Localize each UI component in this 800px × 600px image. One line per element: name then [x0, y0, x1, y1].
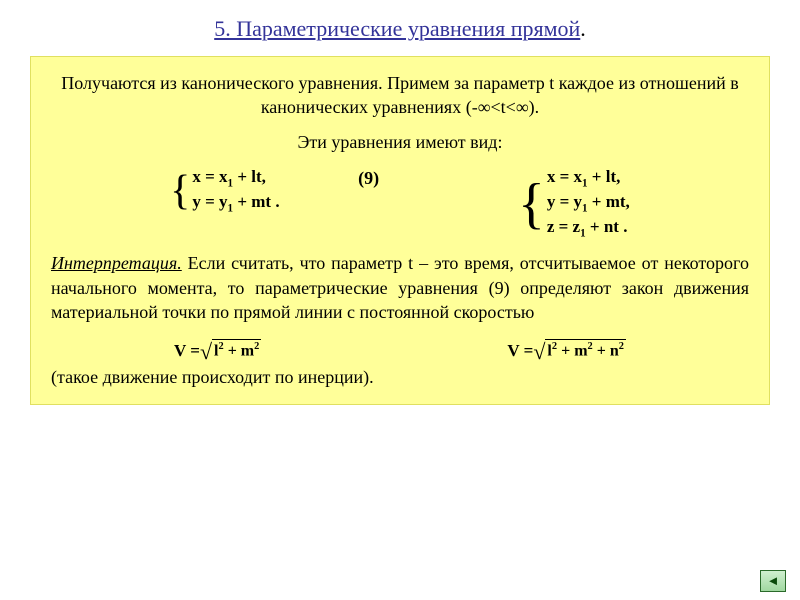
title-dot: .	[580, 16, 586, 41]
triangle-left-icon: ◄	[767, 573, 780, 589]
eq-2d-line-2: y = y1 + mt .	[192, 191, 279, 216]
velocity-3d: V = √ l2 + m2 + n2	[507, 340, 626, 363]
velocity-2d: V = √ l2 + m2	[174, 340, 261, 363]
slide: 5. Параметрические уравнения прямой. Пол…	[0, 0, 800, 600]
equation-number: (9)	[358, 166, 379, 190]
interpretation-paragraph: Интерпретация. Если считать, что парамет…	[51, 251, 749, 324]
content-box: Получаются из канонического уравнения. П…	[30, 56, 770, 405]
nav-back-button[interactable]: ◄	[760, 570, 786, 592]
subhead-text: Эти уравнения имеют вид:	[51, 130, 749, 154]
eq-3d-line-1: x = x1 + lt,	[547, 166, 630, 191]
system-2d: { x = x1 + lt, y = y1 + mt .	[170, 166, 279, 216]
title-link[interactable]: 5. Параметрические уравнения прямой	[214, 16, 580, 41]
eq-2d-line-1: x = x1 + lt,	[192, 166, 279, 191]
eq-3d-line-3: z = z1 + nt .	[547, 216, 630, 241]
final-line: (такое движение происходит по инерции).	[51, 365, 749, 389]
velocity-2d-radicand: l2 + m2	[212, 339, 261, 362]
interpretation-label: Интерпретация.	[51, 253, 182, 273]
velocity-row: V = √ l2 + m2 V = √ l2 + m2 + n2	[51, 340, 749, 363]
velocity-3d-prefix: V =	[507, 340, 533, 363]
sqrt-icon: √	[533, 341, 545, 363]
sqrt-icon: √	[200, 341, 212, 363]
brace-icon: {	[170, 170, 190, 212]
velocity-2d-prefix: V =	[174, 340, 200, 363]
velocity-3d-radicand: l2 + m2 + n2	[545, 339, 626, 362]
slide-title: 5. Параметрические уравнения прямой.	[30, 16, 770, 42]
equations-row: { x = x1 + lt, y = y1 + mt . (9) { x = x…	[51, 166, 749, 242]
system-3d: { x = x1 + lt, y = y1 + mt, z = z1 + nt …	[518, 166, 630, 242]
brace-icon: {	[518, 176, 545, 232]
intro-text: Получаются из канонического уравнения. П…	[51, 71, 749, 120]
eq-3d-line-2: y = y1 + mt,	[547, 191, 630, 216]
